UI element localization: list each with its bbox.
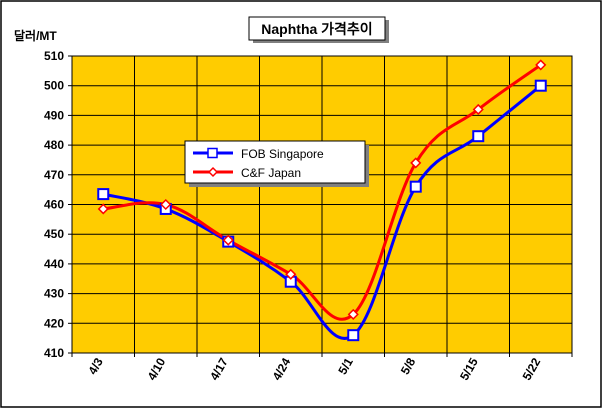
point-cf-japan	[222, 234, 234, 246]
point-cf-japan	[472, 103, 484, 116]
point-fob-singapore	[534, 79, 547, 92]
chart-title-box: Naphtha 가격추이	[248, 16, 389, 43]
y-tick-label: 500	[44, 79, 64, 93]
point-fob-singapore	[97, 188, 110, 201]
y-tick-label: 470	[44, 168, 64, 182]
point-fob-singapore	[472, 130, 485, 143]
y-tick-label: 420	[44, 316, 64, 330]
y-tick-label: 490	[44, 108, 64, 122]
y-tick-label: 510	[44, 49, 64, 63]
point-cf-japan	[160, 198, 172, 211]
series-group	[97, 59, 547, 342]
y-tick-label: 430	[44, 287, 64, 301]
point-cf-japan	[97, 203, 109, 215]
point-cf-japan	[410, 157, 422, 169]
y-tick-label: 460	[44, 198, 64, 212]
chart-title: Naphtha 가격추이	[261, 21, 372, 37]
point-fob-singapore	[347, 329, 360, 342]
series-line-cf-japan	[103, 63, 542, 321]
y-tick-label: 440	[44, 257, 64, 271]
gridlines	[72, 56, 572, 353]
y-tick-label: 450	[44, 227, 64, 241]
point-cf-japan	[285, 268, 297, 280]
legend-marker-cf	[207, 166, 219, 178]
legend-marker-fob	[207, 147, 218, 159]
y-tick-label: 410	[44, 346, 64, 360]
series-line-fob-singapore	[102, 84, 542, 340]
point-cf-japan	[535, 59, 547, 71]
legend: FOB Singapore C&F Japan	[184, 140, 369, 187]
point-fob-singapore	[409, 180, 422, 193]
y-axis-ticks: 410 420 430 440 450 460 470 480 490 500 510	[44, 49, 72, 360]
point-cf-japan	[347, 308, 359, 320]
legend-label-fob: FOB Singapore	[241, 147, 324, 161]
y-tick-label: 480	[44, 138, 64, 152]
legend-label-cf: C&F Japan	[241, 166, 301, 180]
y-axis-label: 달러/MT	[14, 28, 57, 43]
